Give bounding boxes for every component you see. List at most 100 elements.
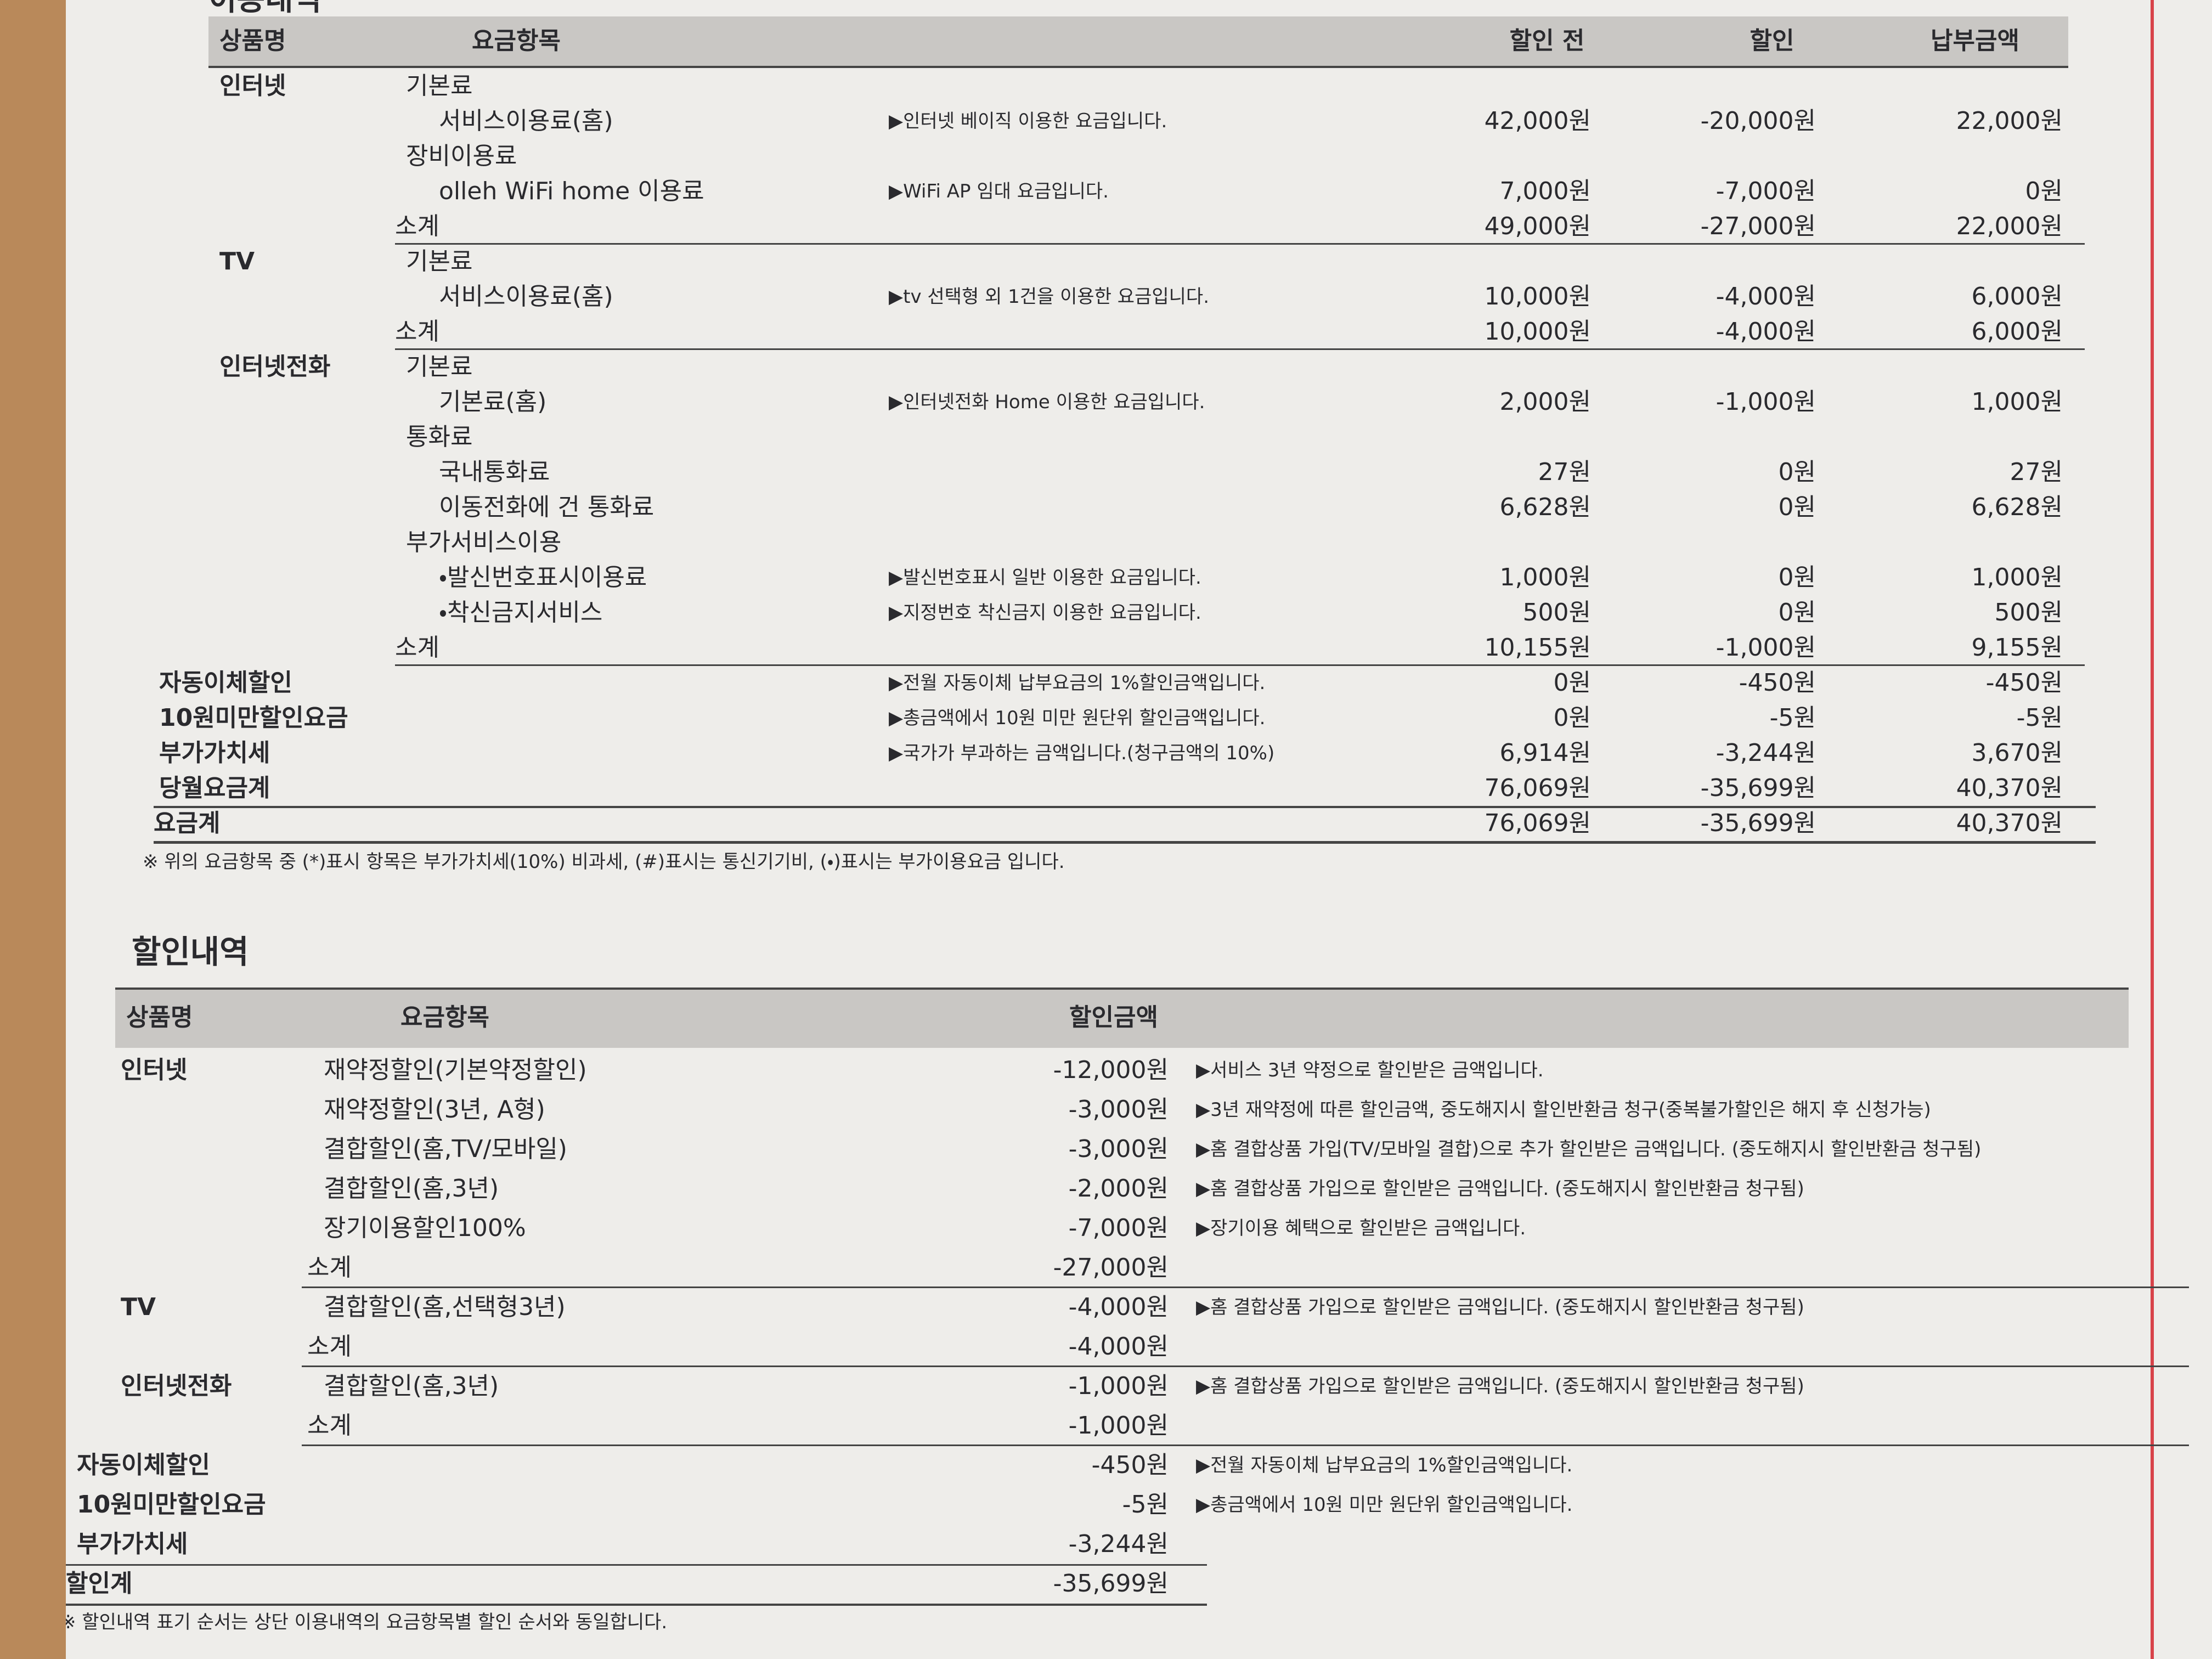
amount-before: 2,000원 [1499, 388, 1591, 416]
item-name: 재약정할인(3년, A형) [324, 1096, 545, 1124]
amount-before: 76,069원 [1484, 774, 1591, 802]
amount-before: 49,000원 [1484, 212, 1591, 240]
amount-discount: -27,000원 [1700, 212, 1816, 240]
amount-pay: 40,370원 [1956, 774, 2063, 802]
discount-amount: -3,244원 [1068, 1530, 1169, 1558]
amount-discount: -4,000원 [1716, 318, 1816, 346]
amount-pay: 500원 [1994, 599, 2063, 627]
total-label: 요금계 [154, 809, 221, 837]
item-desc: ▶홈 결합상품 가입으로 할인받은 금액입니다. (중도해지시 할인반환금 청구… [1196, 1178, 1804, 1200]
item-name: 기본료(홈) [439, 388, 547, 416]
amount-before: 76,069원 [1484, 809, 1591, 837]
discount-amount: -2,000원 [1068, 1175, 1169, 1203]
header-item: 요금항목 [472, 27, 561, 55]
amount-before: 500원 [1522, 599, 1591, 627]
summary-desc: ▶전월 자동이체 납부요금의 1%할인금액입니다. [889, 672, 1266, 694]
amount-discount: -3,244원 [1716, 739, 1816, 767]
header-product: 상품명 [126, 1003, 193, 1031]
header-band [208, 16, 2068, 66]
item-name: 결합할인(홈,TV/모바일) [324, 1135, 567, 1163]
total-bottom-rule [66, 1604, 1207, 1606]
section-label: 부가서비스이용 [406, 528, 562, 556]
amount-discount: -450원 [1739, 669, 1816, 697]
total-top-rule [66, 1564, 1207, 1566]
amount-before: 6,914원 [1499, 739, 1591, 767]
summary-label: 자동이체할인 [77, 1451, 210, 1479]
discount-amount: -1,000원 [1068, 1372, 1169, 1400]
amount-discount: -5원 [1769, 704, 1816, 732]
discount-amount: -5원 [1122, 1491, 1169, 1519]
note: ※ 위의 요금항목 중 (*)표시 항목은 부가가치세(10%) 비과세, (#… [143, 851, 1065, 873]
discount-amount: -3,000원 [1068, 1096, 1169, 1124]
amount-before: 1,000원 [1499, 563, 1591, 591]
subtotal-amount: -27,000원 [1053, 1254, 1169, 1282]
header-rule [208, 66, 2068, 68]
amount-discount: 0원 [1778, 563, 1816, 591]
amount-pay: 1,000원 [1971, 563, 2063, 591]
amount-pay: 22,000원 [1956, 107, 2063, 135]
header-pay: 납부금액 [1931, 27, 2019, 55]
summary-label: 부가가치세 [159, 739, 270, 767]
summary-label: 10원미만할인요금 [77, 1491, 266, 1519]
summary-label: 당월요금계 [159, 774, 270, 802]
subtotal-rule [395, 664, 2085, 666]
subtotal-label: 소계 [307, 1333, 352, 1361]
header-discount: 할인 [1750, 27, 1795, 55]
product-name: TV [121, 1293, 156, 1321]
item-desc: ▶홈 결합상품 가입으로 할인받은 금액입니다. (중도해지시 할인반환금 청구… [1196, 1375, 1804, 1397]
discount-amount: -7,000원 [1068, 1214, 1169, 1242]
amount-pay: 1,000원 [1971, 388, 2063, 416]
discount-amount: -12,000원 [1053, 1056, 1169, 1084]
amount-pay: 40,370원 [1956, 809, 2063, 837]
item-desc: ▶홈 결합상품 가입으로 할인받은 금액입니다. (중도해지시 할인반환금 청구… [1196, 1296, 1804, 1318]
subtotal-label: 소계 [307, 1412, 352, 1440]
total-bottom-rule [154, 841, 2096, 844]
item-name: ・착신금지서비스 [439, 599, 603, 627]
subtotal-amount: -1,000원 [1068, 1412, 1169, 1440]
subtotal-rule [302, 1444, 2189, 1446]
discount-amount: -3,000원 [1068, 1135, 1169, 1163]
item-desc: ▶tv 선택형 외 1건을 이용한 요금입니다. [889, 286, 1209, 308]
item-name: olleh WiFi home 이용료 [439, 177, 704, 205]
item-name: 장기이용할인100% [324, 1214, 526, 1242]
amount-pay: 6,000원 [1971, 318, 2063, 346]
item-name: 결합할인(홈,3년) [324, 1372, 499, 1400]
product-name: 인터넷전화 [121, 1372, 232, 1400]
amount-before: 42,000원 [1484, 107, 1591, 135]
total-label: 할인계 [66, 1570, 133, 1598]
product-name: TV [219, 247, 255, 275]
amount-before: 10,000원 [1484, 283, 1591, 311]
paper: 이용내역상품명요금항목할인 전할인납부금액인터넷기본료서비스이용료(홈)▶인터넷… [66, 0, 2212, 1659]
discount-amount: -450원 [1091, 1451, 1169, 1479]
amount-discount: 0원 [1778, 458, 1816, 486]
amount-before: 7,000원 [1499, 177, 1591, 205]
amount-discount: -7,000원 [1716, 177, 1816, 205]
section-label: 장비이용료 [406, 142, 517, 170]
summary-desc: ▶국가가 부과하는 금액입니다.(청구금액의 10%) [889, 742, 1275, 764]
item-desc: ▶3년 재약정에 따른 할인금액, 중도해지시 할인반환금 청구(중복불가할인은… [1196, 1099, 1931, 1121]
item-desc: ▶인터넷전화 Home 이용한 요금입니다. [889, 391, 1205, 413]
item-name: 국내통화료 [439, 458, 550, 486]
header-rule [115, 988, 2129, 990]
subtotal-rule [395, 348, 2085, 350]
amount-pay: 6,628원 [1971, 493, 2063, 521]
section-label: 기본료 [406, 353, 473, 381]
amount-pay: 9,155원 [1971, 634, 2063, 662]
red-margin-line [2151, 0, 2154, 1659]
amount-before: 6,628원 [1499, 493, 1591, 521]
total-amount: -35,699원 [1053, 1570, 1169, 1598]
item-name: ・발신번호표시이용료 [439, 563, 647, 591]
amount-discount: 0원 [1778, 493, 1816, 521]
subtotal-rule [302, 1286, 2189, 1288]
discount-amount: -4,000원 [1068, 1293, 1169, 1321]
amount-pay: 22,000원 [1956, 212, 2063, 240]
total-top-rule [154, 806, 2096, 808]
subtotal-rule [302, 1365, 2189, 1367]
subtotal-label: 소계 [307, 1254, 352, 1282]
note: ※ 할인내역 표기 순서는 상단 이용내역의 요금항목별 할인 순서와 동일합니… [66, 1611, 668, 1633]
subtotal-label: 소계 [395, 634, 439, 662]
section-title: 할인내역 [132, 933, 249, 970]
item-name: 재약정할인(기본약정할인) [324, 1056, 587, 1084]
